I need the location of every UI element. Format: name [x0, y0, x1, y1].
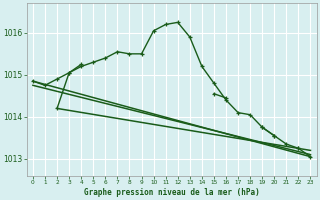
X-axis label: Graphe pression niveau de la mer (hPa): Graphe pression niveau de la mer (hPa) [84, 188, 260, 197]
